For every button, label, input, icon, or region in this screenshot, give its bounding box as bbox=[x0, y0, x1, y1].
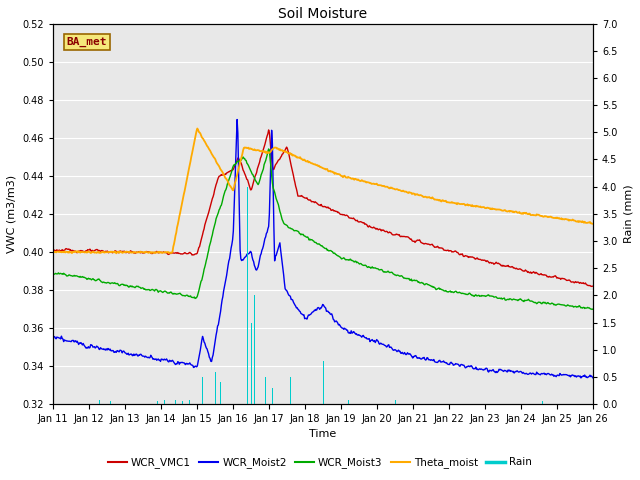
Legend: WCR_VMC1, WCR_Moist2, WCR_Moist3, Theta_moist, Rain: WCR_VMC1, WCR_Moist2, WCR_Moist3, Theta_… bbox=[104, 453, 536, 472]
Y-axis label: VWC (m3/m3): VWC (m3/m3) bbox=[7, 175, 17, 253]
Text: BA_met: BA_met bbox=[67, 37, 107, 47]
Title: Soil Moisture: Soil Moisture bbox=[278, 7, 367, 21]
X-axis label: Time: Time bbox=[309, 430, 337, 440]
Y-axis label: Rain (mm): Rain (mm) bbox=[623, 184, 633, 243]
